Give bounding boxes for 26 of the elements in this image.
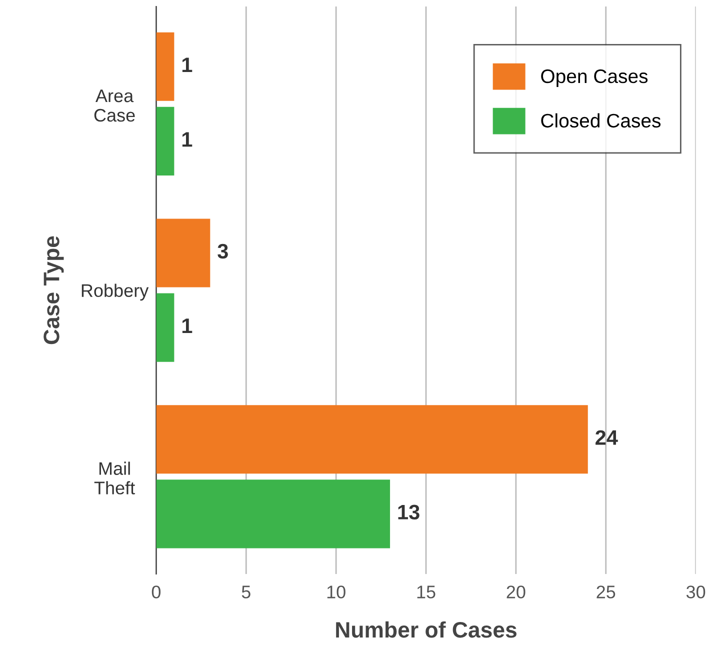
y-tick-label: Mail Theft: [94, 462, 135, 494]
x-tick-label: 25: [596, 586, 616, 598]
x-tick-label: 20: [506, 586, 526, 598]
data-label: 1: [182, 318, 192, 333]
x-tick-label: 10: [327, 586, 346, 598]
data-label: 1: [182, 58, 192, 72]
data-label: 1: [182, 132, 192, 147]
x-tick-label: 0: [152, 586, 161, 598]
y-axis-title: Case Type: [44, 236, 64, 344]
x-axis-title: Number of Cases: [336, 621, 516, 638]
bar: [156, 480, 390, 548]
x-tick-label: 30: [686, 586, 706, 598]
bar: [156, 218, 210, 288]
legend-label: Closed Cases: [541, 113, 661, 128]
bar: [156, 32, 174, 101]
data-label: 24: [596, 430, 618, 445]
bar: [156, 405, 588, 474]
bar: [156, 106, 174, 176]
x-tick-label: 5: [242, 586, 250, 598]
y-tick-label: Robbery: [82, 284, 149, 301]
data-label: 13: [398, 504, 420, 520]
bar: [156, 293, 174, 362]
y-tick-label: Area Case: [94, 90, 135, 122]
x-tick-label: 15: [417, 586, 436, 598]
legend-label: Open Cases: [541, 69, 648, 87]
data-label: 3: [218, 244, 228, 259]
